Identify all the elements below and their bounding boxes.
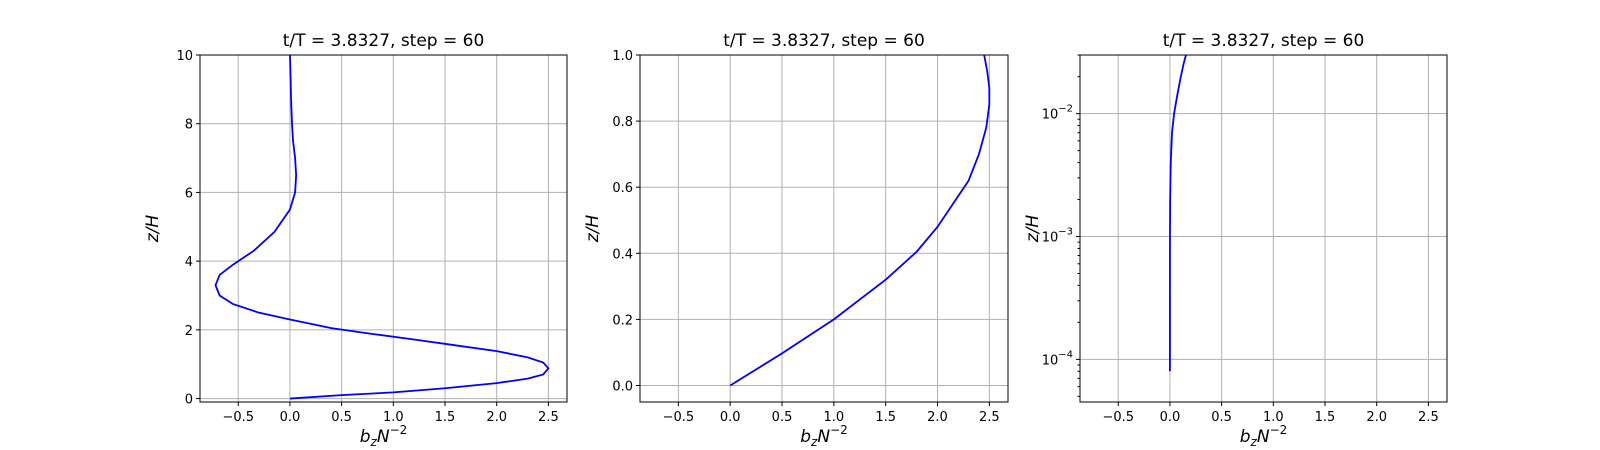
x-tick-label: 2.5 — [538, 410, 559, 425]
y-tick-label: 0.2 — [612, 313, 633, 328]
subplot-title: t/T = 3.8327, step = 60 — [283, 31, 485, 51]
x-tick-label: −0.5 — [1102, 410, 1134, 425]
x-tick-label: 2.0 — [1366, 410, 1387, 425]
series-line — [214, 54, 550, 400]
y-tick-label: 10−2 — [1042, 104, 1073, 123]
x-tick-label: 1.5 — [875, 410, 896, 425]
x-tick-label: 0.5 — [331, 410, 352, 425]
x-axis-label: bzN−2 — [1240, 423, 1288, 449]
x-tick-label: −0.5 — [663, 410, 695, 425]
y-tick-label: 10−3 — [1042, 227, 1073, 246]
y-axis-label: z/H — [143, 215, 163, 244]
axes-frame — [1079, 54, 1448, 403]
x-tick-label: 2.0 — [927, 410, 948, 425]
subplot-2: −0.5 0.0 0.5 1.0 1.5 2.0 2.5 0.0 0.2 0.4 0.6 0.8 1.0… — [583, 31, 1009, 449]
y-tick-label: 0.4 — [612, 247, 633, 262]
x-tick-label: 2.5 — [1418, 410, 1439, 425]
x-tick-label: 2.5 — [979, 410, 1000, 425]
subplot-title: t/T = 3.8327, step = 60 — [723, 31, 925, 51]
x-tick-label: 0.0 — [1160, 410, 1181, 425]
subplot-1: −0.5 0.0 0.5 1.0 1.5 2.0 2.5 0 2 4 6 8 10 t/T = 3.832… — [143, 31, 568, 449]
y-tick-label: 1.0 — [612, 49, 633, 64]
x-axis-label: bzN−2 — [800, 423, 848, 449]
x-tick-label: 1.0 — [383, 410, 404, 425]
x-tick-label: 1.0 — [1263, 410, 1284, 425]
x-tick-label: 0.5 — [1211, 410, 1232, 425]
y-tick-label: 6 — [185, 186, 193, 201]
y-axis-label: z/H — [1023, 215, 1043, 244]
x-tick-label: 1.0 — [824, 410, 845, 425]
x-tick-label: 0.5 — [772, 410, 793, 425]
x-tick-label: 1.5 — [435, 410, 456, 425]
subplot-title: t/T = 3.8327, step = 60 — [1163, 31, 1365, 51]
axes-frame — [199, 54, 568, 403]
y-tick-label: 0.0 — [612, 379, 633, 394]
x-tick-label: 2.0 — [486, 410, 507, 425]
x-tick-label: 0.0 — [280, 410, 301, 425]
y-tick-label: 8 — [185, 118, 193, 133]
y-tick-label: 0.6 — [612, 181, 633, 196]
y-tick-label: 2 — [185, 324, 193, 339]
y-tick-label: 10 — [176, 49, 193, 64]
x-tick-label: 1.5 — [1315, 410, 1336, 425]
y-axis-label: z/H — [583, 215, 603, 244]
y-tick-label: 0.8 — [612, 115, 633, 130]
series-line — [1169, 54, 1187, 372]
x-tick-label: −0.5 — [222, 410, 254, 425]
y-tick-label: 4 — [185, 255, 193, 270]
x-axis-label: bzN−2 — [360, 423, 408, 449]
x-tick-label: 0.0 — [720, 410, 741, 425]
y-tick-label: 0 — [185, 393, 193, 408]
series-line — [729, 54, 991, 387]
subplot-3: −0.5 0.0 0.5 1.0 1.5 2.0 2.5 10−4 10−3 10−2 t/T = … — [1023, 31, 1448, 449]
axes-frame — [639, 54, 1009, 403]
y-tick-label: 10−4 — [1042, 349, 1073, 368]
